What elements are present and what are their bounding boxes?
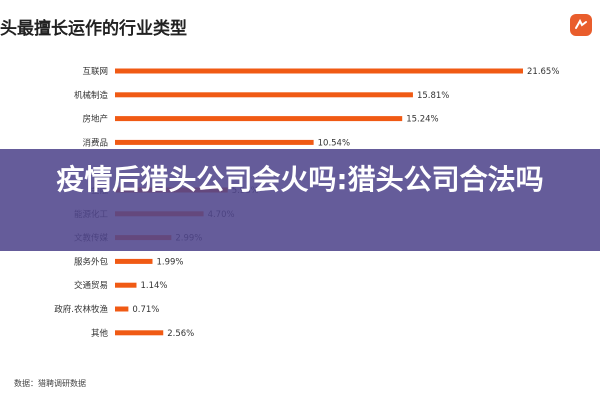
bar [115, 282, 137, 288]
category-label: 政府.农林牧渔 [54, 304, 108, 315]
brand-logo-icon [570, 14, 592, 36]
bar [115, 330, 164, 336]
bar [115, 92, 413, 98]
value-label: 15.24% [406, 115, 438, 125]
category-label: 消费品 [82, 137, 108, 148]
chart-title: 头最擅长运作的行业类型 [0, 18, 187, 39]
bar [115, 258, 153, 264]
category-label: 其他 [91, 328, 109, 339]
value-label: 1.99% [157, 257, 184, 267]
value-label: 0.71% [132, 305, 159, 315]
category-label: 机械制造 [74, 90, 109, 101]
value-label: 15.81% [417, 91, 449, 101]
value-label: 1.14% [140, 281, 167, 291]
category-label: 交通贸易 [74, 280, 108, 291]
article-title: 疫情后猎头公司会火吗:猎头公司合法吗 [56, 163, 544, 196]
bar [115, 68, 523, 74]
bar [115, 139, 314, 145]
value-label: 10.54% [318, 138, 350, 148]
chart-source: 数据：猎聘调研数据 [14, 378, 86, 388]
value-label: 2.56% [167, 329, 194, 339]
category-label: 房地产 [82, 114, 108, 125]
category-label: 互联网 [82, 67, 108, 77]
bar [115, 116, 403, 122]
bar [115, 306, 129, 312]
article-title-banner: 疫情后猎头公司会火吗:猎头公司合法吗 [0, 149, 600, 251]
value-label: 21.65% [527, 67, 559, 77]
category-label: 服务外包 [74, 256, 109, 267]
